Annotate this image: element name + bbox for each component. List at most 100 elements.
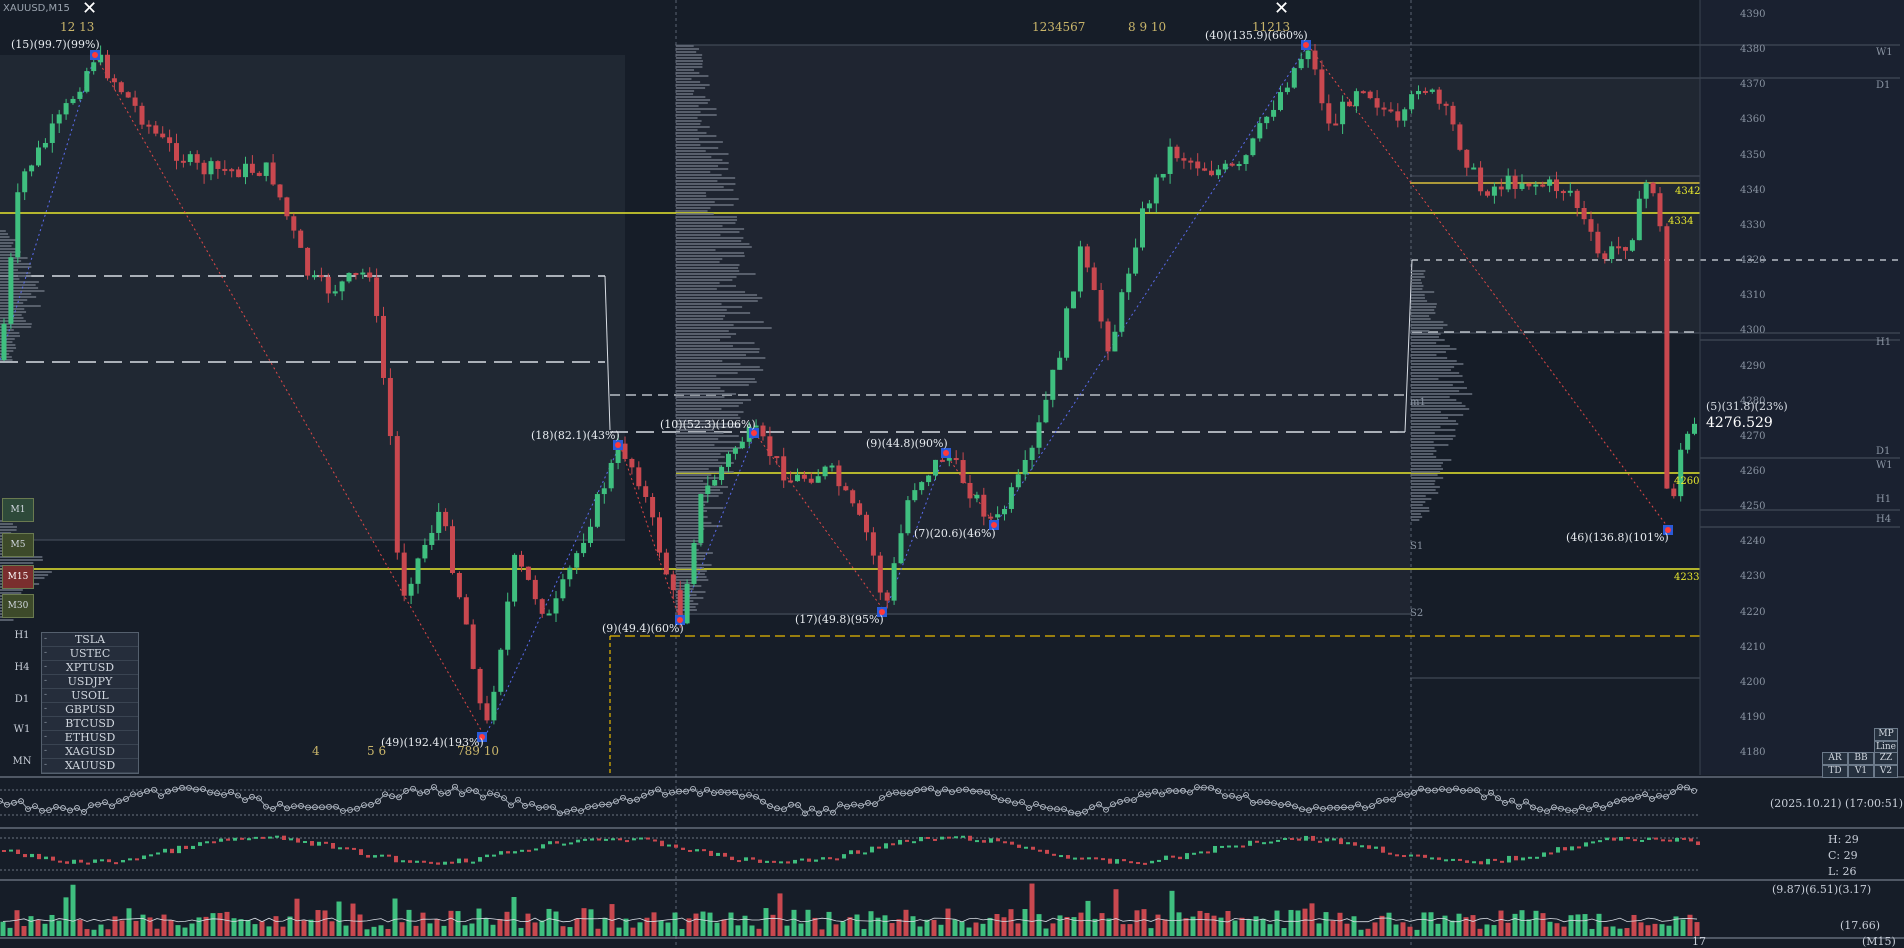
profile-bar	[676, 291, 746, 293]
profile-bar	[676, 264, 740, 266]
close-icon[interactable]: ✕	[82, 0, 98, 19]
volume-bar	[679, 928, 685, 936]
volume-bar	[1106, 918, 1112, 936]
profile-bar	[1411, 459, 1452, 461]
tf-box-m1[interactable]: M1	[2, 498, 34, 522]
candle-body	[1657, 193, 1663, 227]
candle-body	[1581, 207, 1587, 220]
candle-body	[898, 533, 904, 564]
profile-bar	[676, 378, 755, 380]
volume-bar	[980, 923, 986, 936]
profile-bar	[676, 483, 708, 485]
oscillator-point	[1635, 793, 1641, 800]
profile-bar	[676, 363, 741, 365]
volume-bar	[1197, 910, 1203, 936]
profile-bar	[676, 333, 737, 335]
ar-button[interactable]: AR	[1822, 752, 1848, 765]
profile-bar	[676, 177, 736, 179]
mp-button[interactable]: MP	[1874, 728, 1898, 741]
candle-body	[153, 125, 159, 134]
mini-candle	[1101, 858, 1105, 861]
volume-bar	[105, 929, 111, 936]
candle-body	[36, 147, 41, 166]
candle-body	[1498, 186, 1504, 190]
volume-bar	[63, 897, 69, 936]
mini-candle	[1465, 860, 1469, 863]
candle-body	[1602, 253, 1608, 260]
symbol-item[interactable]: - GBPUSD	[42, 703, 138, 717]
profile-bar	[676, 375, 717, 377]
candle-body	[146, 124, 152, 127]
candle-body	[1022, 459, 1028, 475]
zz-button[interactable]: ZZ	[1874, 752, 1898, 765]
symbol-item[interactable]: - BTCUSD	[42, 717, 138, 731]
symbol-item[interactable]: - USDJPY	[42, 675, 138, 689]
td-button[interactable]: TD	[1822, 765, 1848, 778]
candle-body	[857, 503, 863, 515]
tf-button-mn[interactable]: MN	[12, 756, 32, 767]
symbol-item[interactable]: - XAGUSD	[42, 745, 138, 759]
mini-candle	[338, 847, 342, 850]
tf-button-h1[interactable]: H1	[14, 630, 30, 641]
volume-bar	[112, 916, 118, 936]
profile-bar	[676, 471, 734, 473]
candle-body	[111, 78, 117, 83]
oscillator-point	[697, 791, 703, 797]
v1-button[interactable]: V1	[1848, 765, 1874, 778]
candle-body	[1678, 449, 1684, 497]
mini-candle	[632, 838, 636, 841]
volume-bar	[1477, 928, 1483, 936]
volume-bar	[140, 914, 146, 936]
profile-bar	[676, 486, 728, 488]
candle-body	[546, 613, 552, 616]
tf-box-m30[interactable]: M30	[2, 594, 34, 618]
profile-bar	[676, 453, 721, 455]
oscillator-point	[25, 806, 31, 812]
volume-bar	[693, 913, 699, 936]
candle-body	[719, 466, 725, 481]
profile-bar	[676, 75, 709, 77]
mini-candle	[1346, 842, 1350, 845]
profile-bar	[1411, 360, 1457, 362]
tf-box-m5[interactable]: M5	[2, 533, 34, 557]
mini-candle	[303, 841, 307, 844]
symbol-item[interactable]: - USTEC	[42, 647, 138, 661]
volume-bar	[616, 927, 622, 936]
candle-body	[318, 275, 324, 278]
volume-bar	[1141, 909, 1147, 936]
oscillator-point	[165, 788, 171, 795]
mini-candle	[968, 835, 972, 841]
volume-bar	[1379, 915, 1385, 936]
profile-bar	[676, 354, 746, 356]
volume-bar	[917, 926, 923, 936]
mini-candle	[422, 860, 426, 863]
symbol-item[interactable]: - USOIL	[42, 689, 138, 703]
profile-bar	[676, 516, 708, 518]
symbol-item[interactable]: - XAUUSD	[42, 759, 138, 773]
profile-bar	[676, 519, 702, 521]
profile-bar	[676, 252, 745, 254]
v2-button[interactable]: V2	[1874, 765, 1898, 778]
symbol-item[interactable]: - ETHUSD	[42, 731, 138, 745]
candle-body	[1526, 183, 1532, 187]
tf-button-d1[interactable]: D1	[14, 694, 30, 705]
candle-body	[194, 154, 200, 163]
tf-button-w1[interactable]: W1	[13, 724, 31, 735]
close-icon[interactable]: ✕	[1274, 0, 1290, 19]
mini-candle	[2, 850, 6, 852]
volume-bar	[882, 915, 888, 936]
bb-button[interactable]: BB	[1848, 752, 1874, 765]
profile-bar	[1411, 489, 1436, 491]
volume-bar	[462, 925, 468, 936]
profile-bar	[676, 495, 719, 497]
candle-body	[118, 82, 124, 93]
symbol-item[interactable]: - TSLA	[42, 633, 138, 647]
tf-button-h4[interactable]: H4	[14, 662, 30, 673]
profile-bar	[676, 192, 706, 194]
volume-bar	[1449, 920, 1455, 936]
symbol-item[interactable]: - XPTUSD	[42, 661, 138, 675]
candle-body	[636, 467, 642, 487]
profile-bar	[1411, 471, 1441, 473]
tf-box-m15[interactable]: M15	[2, 565, 34, 589]
